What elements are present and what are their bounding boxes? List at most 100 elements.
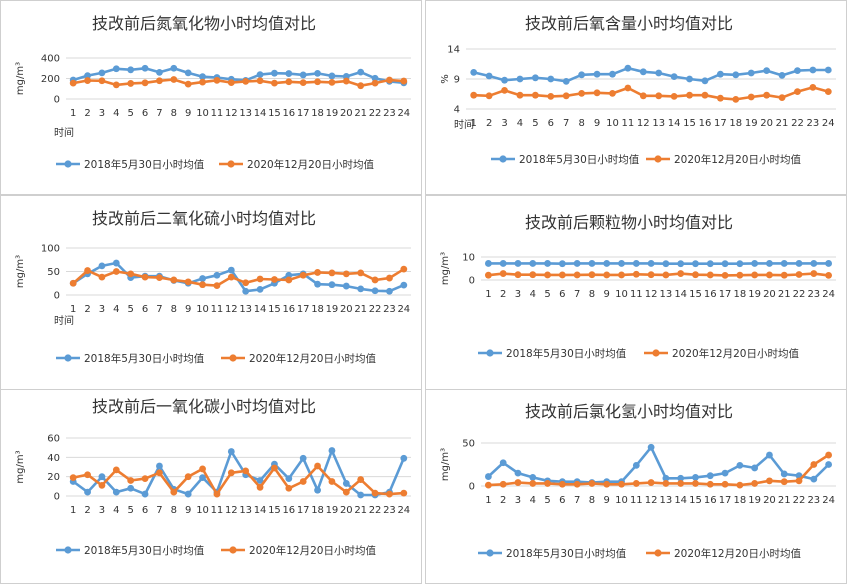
x-tick-label: 22 — [369, 108, 382, 119]
data-point — [573, 271, 581, 279]
data-point — [514, 260, 522, 267]
data-point — [342, 77, 350, 85]
data-point — [256, 285, 264, 293]
data-point — [227, 448, 235, 455]
data-point — [184, 69, 192, 77]
data-point — [371, 287, 379, 295]
data-point — [603, 260, 611, 267]
data-point — [558, 260, 566, 268]
data-point — [227, 79, 235, 86]
x-tick-label: 13 — [660, 289, 673, 300]
x-tick-label: 6 — [142, 505, 148, 516]
series-line-2018 — [72, 261, 405, 293]
data-point — [716, 70, 724, 78]
x-tick-label: 3 — [515, 289, 521, 300]
data-point — [794, 88, 801, 95]
x-tick-label: 5 — [544, 495, 550, 506]
x-tick-label: 19 — [745, 118, 758, 129]
x-tick-label: 5 — [532, 118, 538, 129]
x-tick-label: 3 — [99, 108, 105, 119]
data-point — [516, 91, 524, 99]
data-point — [810, 260, 818, 267]
x-tick-label: 9 — [185, 108, 191, 119]
x-tick-label: 9 — [185, 304, 191, 315]
data-point — [213, 282, 221, 289]
x-tick-label: 18 — [733, 495, 746, 506]
x-tick-label: 8 — [589, 495, 595, 506]
x-tick-label: 21 — [354, 505, 367, 516]
data-point — [647, 479, 655, 486]
legend-label: 2020年12月20日小时均值 — [249, 544, 376, 557]
x-tick-label: 15 — [683, 118, 696, 129]
x-tick-label: 11 — [630, 289, 643, 300]
data-point — [84, 471, 91, 479]
data-point — [199, 275, 206, 282]
y-tick-label: 0 — [54, 95, 60, 106]
x-tick-label: 14 — [254, 108, 267, 119]
x-tick-label: 21 — [778, 289, 791, 300]
data-point — [593, 89, 601, 97]
x-tick-label: 18 — [311, 505, 324, 516]
data-point — [141, 273, 149, 281]
legend-swatch-marker — [652, 349, 660, 357]
data-point — [751, 260, 759, 267]
data-point — [677, 474, 685, 482]
data-point — [69, 279, 77, 287]
data-point — [328, 447, 336, 454]
legend-swatch-marker — [64, 354, 72, 362]
x-tick-label: 11 — [211, 505, 224, 516]
x-tick-label: 14 — [674, 495, 687, 506]
data-point — [400, 489, 408, 497]
x-tick-label: 18 — [733, 289, 746, 300]
data-point — [400, 454, 408, 462]
data-point — [112, 466, 120, 474]
data-point — [184, 473, 192, 481]
x-tick-label: 4 — [530, 495, 536, 506]
data-point — [484, 271, 492, 279]
data-point — [766, 260, 773, 267]
x-tick-label: 11 — [630, 495, 643, 506]
data-point — [573, 260, 581, 267]
data-point — [562, 92, 570, 100]
x-tick-label: 5 — [128, 505, 134, 516]
x-tick-label: 15 — [689, 495, 702, 506]
x-tick-label: 4 — [530, 289, 536, 300]
data-point — [501, 87, 508, 94]
x-tick-label: 13 — [652, 118, 665, 129]
data-point — [141, 79, 149, 87]
x-tick-label: 7 — [574, 495, 580, 506]
x-tick-label: 11 — [211, 304, 224, 315]
chart-title: 技改前后氧含量小时均值对比 — [525, 14, 733, 33]
x-tick-label: 13 — [239, 304, 252, 315]
data-point — [69, 474, 77, 482]
data-point — [778, 94, 786, 101]
x-tick-label: 19 — [748, 495, 761, 506]
x-axis-label: 时间 — [54, 126, 74, 139]
x-tick-label: 12 — [225, 108, 238, 119]
x-tick-label: 23 — [383, 304, 396, 315]
data-point — [485, 92, 493, 100]
data-point — [127, 66, 135, 74]
data-point — [342, 282, 350, 290]
legend-label: 2018年5月30日小时均值 — [84, 544, 205, 557]
data-point — [766, 477, 773, 485]
legend-label: 2020年12月20日小时均值 — [247, 158, 374, 171]
data-point — [112, 268, 120, 275]
x-tick-label: 23 — [383, 505, 396, 516]
x-tick-label: 10 — [615, 495, 628, 506]
data-point — [632, 260, 640, 267]
data-point — [763, 91, 771, 99]
data-point — [98, 473, 106, 481]
x-tick-label: 18 — [311, 304, 324, 315]
data-point — [156, 462, 163, 470]
legend-swatch-marker — [229, 546, 237, 554]
x-tick-label: 2 — [84, 304, 90, 315]
data-point — [751, 480, 759, 487]
chart-title: 技改前后氮氧化物小时均值对比 — [92, 14, 316, 33]
x-tick-label: 6 — [548, 118, 554, 129]
data-point — [624, 84, 632, 92]
x-tick-label: 23 — [807, 495, 820, 506]
data-point — [299, 454, 307, 462]
data-point — [227, 273, 235, 281]
data-point — [547, 75, 555, 83]
